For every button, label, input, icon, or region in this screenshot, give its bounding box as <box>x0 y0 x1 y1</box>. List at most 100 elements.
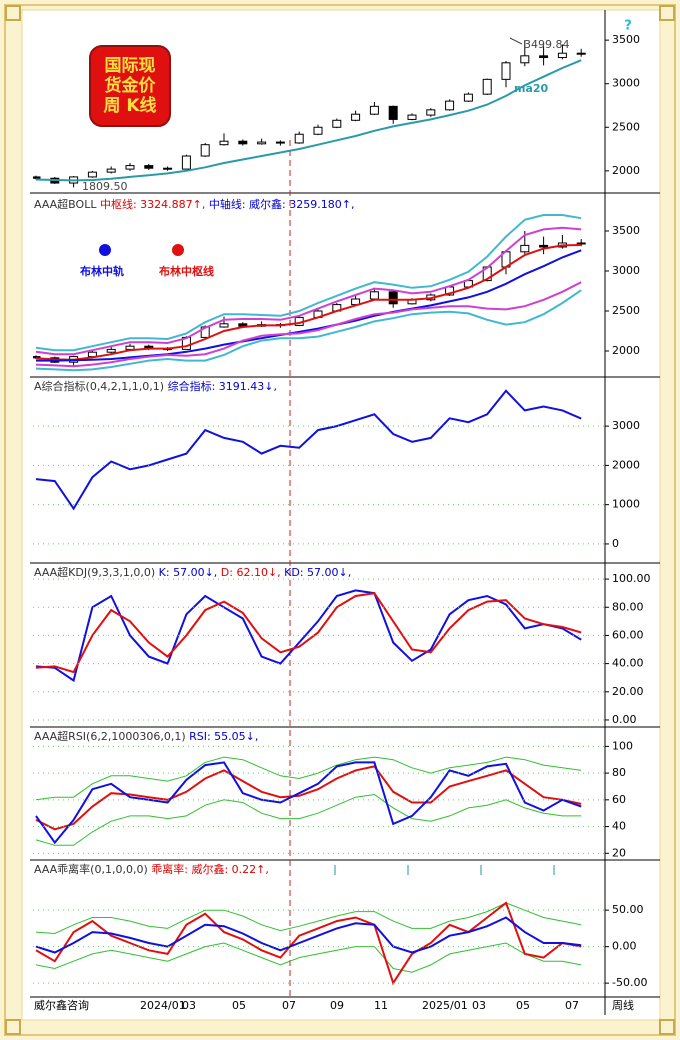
candle-body <box>125 165 135 170</box>
header-segment: A综合指标(0,4,2,1,1,0,1) <box>34 379 168 393</box>
candle-body <box>576 52 586 55</box>
ornament <box>5 1019 21 1035</box>
y-tick-label: 2000 <box>612 164 640 177</box>
panel <box>33 214 586 372</box>
y-tick-label: 100 <box>612 739 633 752</box>
y-tick-label: 3000 <box>612 77 640 90</box>
header-segment: D: 62.10↓, <box>217 566 280 579</box>
candle-body <box>557 52 567 59</box>
candle-body <box>463 93 473 102</box>
candle-body <box>520 244 530 253</box>
series-line <box>35 281 582 368</box>
candle-body <box>407 114 417 120</box>
series-line <box>35 59 582 182</box>
y-tick-label: 0.00 <box>612 713 637 726</box>
legend-dot <box>172 244 184 256</box>
candle-body <box>219 140 229 146</box>
y-tick-label: 60.00 <box>612 628 644 641</box>
y-tick-label: 20.00 <box>612 685 644 698</box>
legend-label: 布林中枢线 <box>159 264 214 278</box>
header-segment: AAA超BOLL <box>34 197 100 211</box>
y-tick-label: 80.00 <box>612 600 644 613</box>
y-tick-label: 2500 <box>612 120 640 133</box>
legend-dot <box>99 244 111 256</box>
logo: 国际现 货金价 周 K线 <box>89 45 171 127</box>
candle-body <box>520 55 530 64</box>
ornament <box>659 5 675 21</box>
panel <box>35 589 582 683</box>
y-tick-label: 20 <box>612 846 626 859</box>
x-axis-left-label: 威尔鑫咨询 <box>34 998 89 1012</box>
y-tick-label: 40 <box>612 820 626 833</box>
series-line <box>36 249 582 362</box>
x-tick-label: 03 <box>182 999 196 1012</box>
series-line <box>35 244 582 361</box>
plot-bg <box>21 9 661 1021</box>
x-tick-label: 05 <box>516 999 530 1012</box>
x-axis-right-label: 周线 <box>612 998 634 1012</box>
help-icon[interactable]: ? <box>624 19 632 34</box>
candle-body <box>181 155 191 170</box>
candle-body <box>426 109 436 116</box>
header-segment: 中轴线: 威尔鑫: 3259.180↑, <box>205 197 354 211</box>
candle-body <box>388 105 398 120</box>
series-line <box>35 389 582 511</box>
ornament <box>659 1019 675 1035</box>
logo-text: 国际现 <box>105 56 156 76</box>
candle-body <box>106 348 116 353</box>
header-segment: RSI: 55.05↓, <box>189 730 258 743</box>
panel-header: AAA超RSI(6,2,1000306,0,1) RSI: 55.05↓, <box>34 729 258 743</box>
candle-body <box>294 133 304 144</box>
candle-body <box>200 144 210 157</box>
header-segment: AAA乖离率(0,1,0,0,0) <box>34 862 151 876</box>
header-segment: AAA超KDJ(9,3,3,1,0,0) <box>34 565 159 579</box>
frame-border <box>4 4 676 1036</box>
candle-body <box>501 62 511 80</box>
candle-body <box>351 113 361 121</box>
signal-arrows <box>334 865 555 875</box>
panel-header: AAA超BOLL 中枢线: 3324.887↑, 中轴线: 威尔鑫: 3259.… <box>34 197 354 211</box>
y-tick-label: 0.00 <box>612 940 637 953</box>
header-segment: AAA超RSI(6,2,1000306,0,1) <box>34 729 189 743</box>
logo-text: 周 K线 <box>103 95 156 116</box>
annotation: 3499.84 <box>524 38 570 51</box>
candle-body <box>33 176 41 179</box>
y-tick-label: 40.00 <box>612 657 644 670</box>
x-tick-label: 2024/01 <box>140 999 186 1012</box>
panel-header: A综合指标(0,4,2,1,1,0,1) 综合指标: 3191.43↓, <box>34 379 277 393</box>
x-tick-label: 05 <box>232 999 246 1012</box>
series-line <box>35 289 582 372</box>
candle-body <box>275 141 285 144</box>
series-line <box>35 902 582 935</box>
series-line <box>35 916 582 954</box>
series-line <box>35 589 582 683</box>
header-segment: K: 57.00↓, <box>159 566 218 579</box>
y-tick-label: 50.00 <box>612 903 644 916</box>
candle-body <box>539 244 549 248</box>
y-tick-label: 2000 <box>612 458 640 471</box>
candle-body <box>163 167 173 170</box>
panel <box>33 40 586 188</box>
series-line <box>35 942 582 973</box>
header-segment: 乖离率: 威尔鑫: 0.22↑, <box>151 862 269 876</box>
logo-box <box>89 45 171 127</box>
panel-separators <box>30 192 660 998</box>
annotation: ma20 <box>514 82 549 95</box>
series-line <box>35 592 582 674</box>
candle-body <box>106 168 116 173</box>
series-line <box>35 214 582 352</box>
candle-body <box>125 345 135 350</box>
legend-label: 布林中轨 <box>80 264 124 278</box>
panel <box>35 901 582 986</box>
x-tick-label: 09 <box>330 999 344 1012</box>
y-tick-label: 3000 <box>612 419 640 432</box>
series-line <box>35 901 582 986</box>
candle-body <box>257 141 267 145</box>
candle-body <box>388 291 398 305</box>
annotation: 1809.50 <box>82 180 128 193</box>
header-segment: KD: 57.00↓, <box>281 566 352 579</box>
panel <box>35 389 582 511</box>
series-line <box>35 756 582 801</box>
candle-body <box>576 242 586 245</box>
